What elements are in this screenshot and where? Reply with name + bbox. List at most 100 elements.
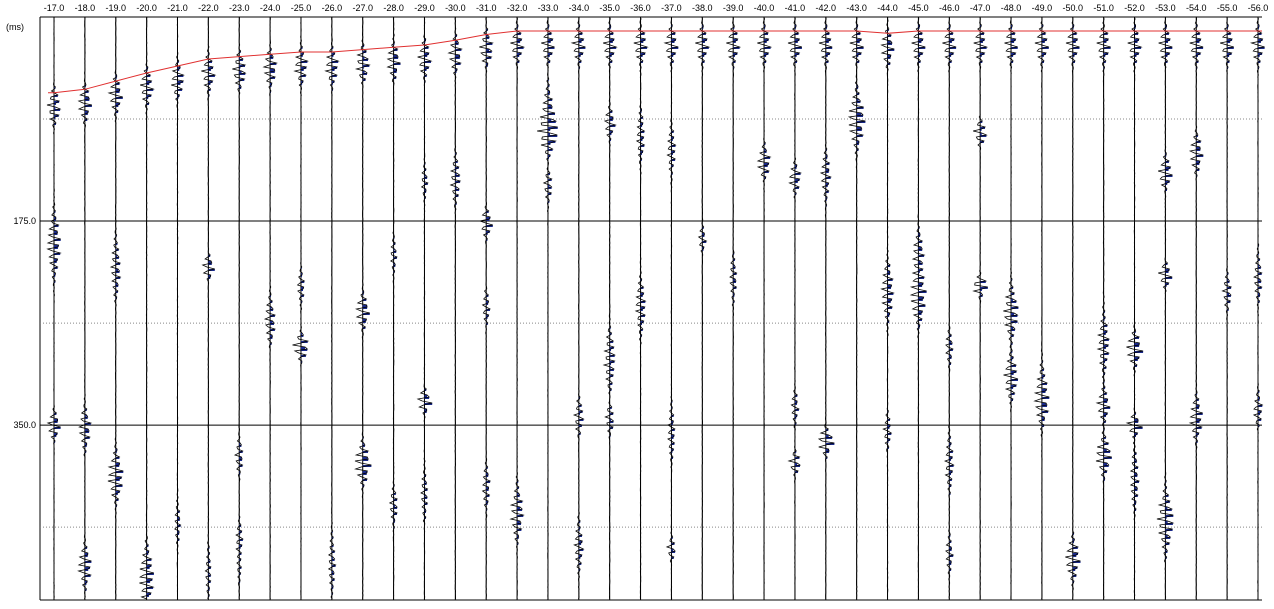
trace-wiggle xyxy=(847,16,866,600)
trace-fill xyxy=(301,47,308,363)
trace-fill xyxy=(702,25,709,251)
x-tick-label: -55.0 xyxy=(1217,3,1238,13)
trace-fill xyxy=(640,33,648,337)
trace-fill xyxy=(239,51,246,583)
trace-fill xyxy=(54,87,61,443)
x-tick-label: -52.0 xyxy=(1124,3,1145,13)
trace-wiggle xyxy=(537,16,558,600)
x-tick-label: -41.0 xyxy=(785,3,806,13)
trace-fill xyxy=(1165,25,1174,559)
trace-wiggle xyxy=(386,16,401,600)
trace-wiggle xyxy=(232,16,247,600)
trace-wiggle xyxy=(46,16,62,600)
trace-fill xyxy=(1041,25,1050,427)
trace-layer xyxy=(46,16,1265,600)
trace-wiggle xyxy=(1188,16,1204,600)
x-tick-label: -28.0 xyxy=(383,3,404,13)
x-tick-label: -40.0 xyxy=(754,3,775,13)
trace-wiggle xyxy=(77,16,93,600)
x-tick-label: -48.0 xyxy=(1001,3,1022,13)
trace-wiggle xyxy=(1156,16,1175,600)
x-tick-label: -39.0 xyxy=(723,3,744,13)
trace-wiggle xyxy=(909,16,927,600)
trace-wiggle xyxy=(880,16,895,599)
trace-fill xyxy=(393,43,401,529)
trace-fill xyxy=(455,35,462,205)
trace-fill xyxy=(1258,25,1265,427)
trace-wiggle xyxy=(602,16,618,600)
trace-wiggle xyxy=(171,16,185,600)
x-tick-label: -32.0 xyxy=(507,3,528,13)
x-tick-label: -30.0 xyxy=(445,3,466,13)
trace-wiggle xyxy=(324,16,340,600)
x-tick-label: -25.0 xyxy=(291,3,312,13)
trace-fill xyxy=(486,29,493,511)
trace-fill xyxy=(331,47,339,595)
y-tick-label: 175.0 xyxy=(13,216,36,226)
x-tick-label: -23.0 xyxy=(229,3,250,13)
trace-fill xyxy=(856,25,866,151)
x-tick-label: -42.0 xyxy=(816,3,837,13)
trace-fill xyxy=(887,29,895,449)
trace-fill xyxy=(918,25,927,329)
x-tick-label: -44.0 xyxy=(877,3,898,13)
trace-fill xyxy=(1011,25,1019,401)
trace-fill xyxy=(115,75,124,507)
trace-wiggle xyxy=(1219,16,1234,600)
y-axis-unit-label: (ms) xyxy=(6,22,24,32)
trace-wiggle xyxy=(107,16,124,600)
trace-wiggle xyxy=(1095,16,1112,600)
x-tick-label: -49.0 xyxy=(1032,3,1053,13)
trace-wiggle xyxy=(695,16,711,599)
x-tick-label: -24.0 xyxy=(260,3,281,13)
trace-wiggle xyxy=(787,16,803,600)
trace-fill xyxy=(1072,25,1081,583)
x-tick-label: -56.0 xyxy=(1248,3,1269,13)
trace-wiggle xyxy=(478,16,494,600)
trace-wiggle xyxy=(570,16,586,600)
trace-fill xyxy=(764,25,771,179)
x-tick-label: -45.0 xyxy=(908,3,929,13)
trace-fill xyxy=(794,25,802,473)
trace-wiggle xyxy=(1003,16,1019,599)
x-tick-label: -43.0 xyxy=(846,3,867,13)
trace-fill xyxy=(1227,25,1234,311)
x-tick-label: -20.0 xyxy=(136,3,157,13)
trace-wiggle xyxy=(972,16,989,600)
trace-fill xyxy=(424,39,433,519)
x-tick-label: -36.0 xyxy=(630,3,651,13)
grid-layer xyxy=(39,16,1262,601)
x-tick-label: -33.0 xyxy=(538,3,559,13)
x-tick-label: -47.0 xyxy=(970,3,991,13)
trace-wiggle xyxy=(139,16,155,600)
x-tick-label: -26.0 xyxy=(322,3,343,13)
trace-fill xyxy=(1196,25,1204,443)
x-tick-label: -51.0 xyxy=(1093,3,1114,13)
trace-wiggle xyxy=(1125,16,1144,600)
x-tick-label: -29.0 xyxy=(414,3,435,13)
x-tick-label: -34.0 xyxy=(569,3,590,13)
x-tick-label: -21.0 xyxy=(167,3,188,13)
trace-wiggle xyxy=(1033,16,1050,600)
x-tick-label: -46.0 xyxy=(939,3,960,13)
trace-fill xyxy=(949,25,957,571)
trace-wiggle xyxy=(354,16,372,600)
x-tick-label: -38.0 xyxy=(692,3,713,13)
x-tick-label: -17.0 xyxy=(44,3,65,13)
trace-wiggle xyxy=(756,16,773,600)
trace-fill xyxy=(825,25,835,459)
trace-wiggle xyxy=(262,16,278,600)
axis-layer: (ms) 175.0 350.0 -17.0 -18.0 -19.0 -20.0 -21.0… xyxy=(6,3,1268,430)
trace-wiggle xyxy=(1065,16,1081,600)
x-tick-label: -19.0 xyxy=(105,3,126,13)
trace-fill xyxy=(671,25,679,559)
x-tick-label: -31.0 xyxy=(476,3,497,13)
x-tick-label: -54.0 xyxy=(1186,3,1207,13)
trace-fill xyxy=(146,67,154,597)
trace-wiggle xyxy=(416,16,433,600)
trace-fill xyxy=(1103,33,1112,481)
trace-fill xyxy=(362,45,372,487)
trace-fill xyxy=(578,25,586,571)
trace-fill xyxy=(208,53,215,597)
